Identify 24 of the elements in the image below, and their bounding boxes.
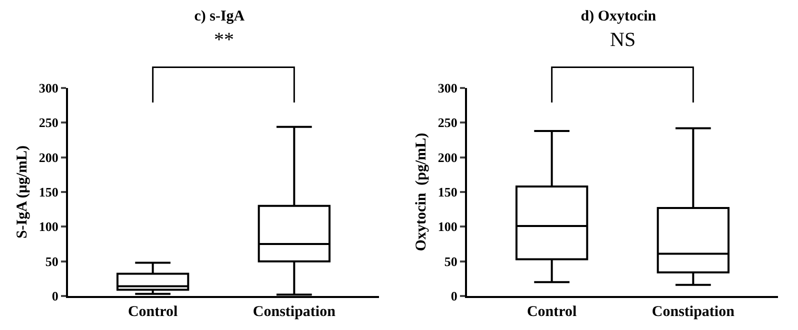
x-tick-label: Constipation: [252, 304, 336, 320]
chart-title: c) s-IgA: [194, 8, 245, 24]
y-tick-label: 250: [38, 115, 58, 130]
y-tick-label: 200: [38, 150, 58, 165]
y-tick-label: 250: [438, 115, 458, 130]
y-tick-label: 0: [450, 288, 458, 304]
x-tick-label: Control: [128, 304, 178, 320]
y-tick-label: 100: [38, 219, 58, 234]
y-tick-label: 50: [45, 254, 58, 269]
y-tick-label: 200: [438, 150, 458, 165]
y-tick-label: 50: [444, 254, 458, 269]
x-tick-label: Constipation: [652, 304, 736, 320]
y-axis-title: Oxytocin (pg/mL): [414, 132, 430, 252]
y-tick-label: 150: [38, 184, 58, 200]
y-tick-label: 0: [52, 288, 58, 304]
y-tick-label: 100: [438, 219, 458, 234]
text: **: [214, 29, 234, 51]
y-tick-label: 300: [38, 80, 58, 96]
x-tick-label: Control: [526, 304, 577, 320]
chart-title: d) Oxytocin: [580, 8, 657, 24]
text: NS: [610, 29, 636, 51]
y-tick-label: 300: [438, 80, 458, 96]
y-tick-label: 150: [438, 184, 458, 200]
y-axis-title: S-IgA (μg/mL): [14, 145, 31, 239]
